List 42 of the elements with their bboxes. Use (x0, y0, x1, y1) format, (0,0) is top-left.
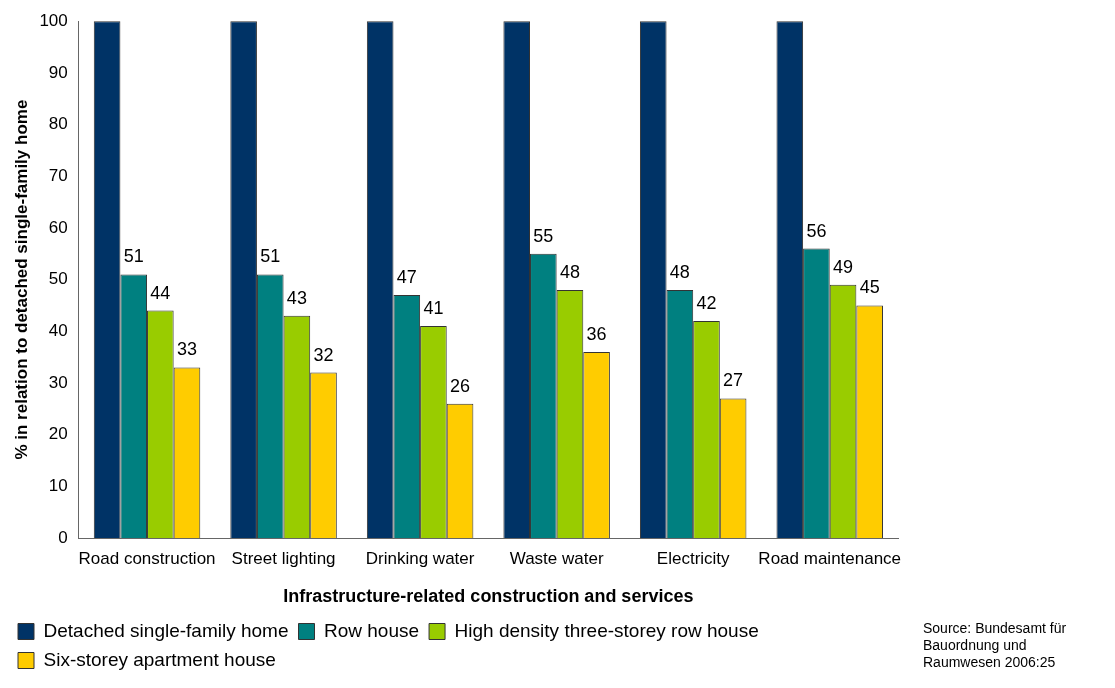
y-tick-label: 0 (58, 527, 68, 547)
data-label: 36 (586, 323, 607, 344)
data-label: 45 (859, 277, 880, 298)
data-label: 27 (723, 370, 744, 391)
x-tick-label: Street lighting (231, 548, 336, 568)
data-label: 41 (423, 298, 444, 319)
y-tick-label: 20 (48, 424, 68, 444)
data-label: 49 (833, 256, 854, 277)
data-label: 42 (696, 292, 717, 313)
legend-label: Six-storey apartment house (43, 648, 276, 670)
x-tick-label: Electricity (656, 548, 731, 568)
y-tick-label: 70 (48, 165, 68, 185)
data-label: 43 (286, 287, 307, 308)
y-axis-title: % in relation to detached single-family home (11, 99, 31, 460)
y-tick-label: 60 (48, 217, 68, 237)
legend-label: Detached single-family home (43, 619, 289, 641)
data-label: 56 (806, 220, 827, 241)
y-tick-label: 50 (48, 269, 68, 289)
data-label: 48 (669, 261, 690, 282)
y-tick-label: 90 (48, 62, 68, 82)
data-label: 44 (150, 282, 171, 303)
y-tick-label: 30 (48, 372, 68, 392)
data-label: 26 (450, 375, 471, 396)
data-label: 51 (123, 246, 144, 267)
source-note: Source: Bundesamt für Bauordnung und Raumwesen 2006:25 (923, 620, 1068, 671)
data-label: 55 (533, 225, 554, 246)
x-tick-label: Waste water (509, 548, 604, 568)
y-tick-label: 40 (48, 320, 68, 340)
x-axis-title: Infrastructure-related construction and services (283, 586, 694, 607)
legend-label: Row house (324, 619, 420, 641)
y-tick-label: 80 (48, 114, 68, 134)
data-label: 51 (260, 246, 281, 267)
x-tick-label: Road construction (78, 548, 216, 568)
legend-label: High density three-storey row house (454, 619, 759, 641)
data-label: 48 (559, 261, 580, 282)
x-tick-label: Drinking water (365, 548, 475, 568)
data-label: 33 (176, 339, 197, 360)
data-label: 32 (313, 344, 334, 365)
y-tick-label: 10 (48, 476, 68, 496)
x-tick-label: Road maintenance (758, 548, 902, 568)
y-tick-label: 100 (39, 10, 68, 30)
data-label: 47 (396, 267, 417, 288)
